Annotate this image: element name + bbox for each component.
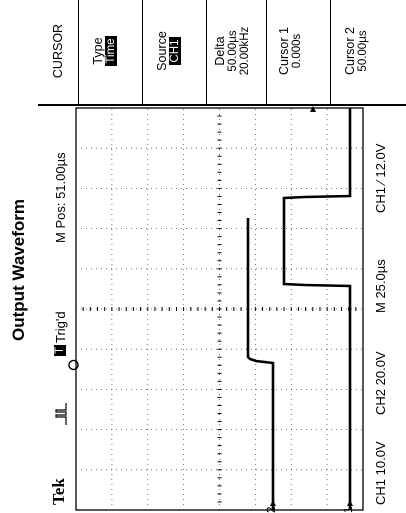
ch1-scale: CH1 10.0V <box>373 441 388 505</box>
ch1-ground-arrow <box>347 500 353 506</box>
menu-item-cursor-1[interactable]: Cursor 1 0.000s <box>277 0 303 104</box>
timebase: M 25.0µs <box>373 259 388 313</box>
trigger-position-marker <box>68 359 79 371</box>
menu-item-cursor-1-value: 0.000s <box>291 33 303 69</box>
tek-logo: Tek <box>49 478 68 505</box>
menu-item-cursor-2[interactable]: Cursor 2 50.00µs <box>343 0 369 104</box>
menu-item-type-value: Time <box>105 36 117 66</box>
trigger-readout: CH1 ∕ 12.0V <box>373 143 388 213</box>
trigger-icon <box>55 403 67 425</box>
ch1-marker: 1 <box>343 506 355 513</box>
menu-item-delta-time: 50.00µs <box>227 30 239 72</box>
menu-item-source-value: CH1 <box>169 37 181 65</box>
trigger-status-badge: T <box>54 344 66 356</box>
menu-item-delta[interactable]: Delta 50.00µs 20.00kHz <box>213 0 251 104</box>
menu-item-source-label: Source <box>155 31 169 71</box>
page-title-container: Output Waveform <box>4 170 34 370</box>
ch2-scale: CH2 20.0V <box>373 351 388 415</box>
graticule-center-ticks <box>75 107 364 511</box>
menu-item-source[interactable]: Source CH1 <box>155 0 181 104</box>
cursor-menu: CURSOR Type Time Source CH1 Delta 50.00µ… <box>38 0 406 106</box>
ch2-ground-arrow <box>270 500 276 506</box>
menu-title: CURSOR <box>51 23 65 79</box>
horizontal-position: M Pos: 51.00µs <box>53 152 68 243</box>
trigger-level-arrow <box>310 106 316 112</box>
menu-item-type-label: Type <box>91 37 105 65</box>
menu-item-cursor-1-label: Cursor 1 <box>277 27 291 75</box>
menu-item-delta-label: Delta <box>213 36 227 66</box>
ch2-trace <box>246 218 275 510</box>
scope-screen: Tek T Trig'd M Pos: 51.00µs CH1 10.0V CH… <box>38 0 406 513</box>
oscilloscope-screenshot: Tek T Trig'd M Pos: 51.00µs CH1 10.0V CH… <box>38 0 406 513</box>
ch2-marker: 2 <box>266 506 278 513</box>
menu-item-cursor-2-value: 50.00µs <box>357 30 369 72</box>
waveform-display <box>68 106 364 511</box>
ch1-trace <box>282 108 352 510</box>
page-title: Output Waveform <box>9 199 28 341</box>
menu-item-delta-frequency: 20.00kHz <box>239 26 251 76</box>
menu-item-type[interactable]: Type Time <box>91 0 117 104</box>
menu-item-cursor-2-label: Cursor 2 <box>343 27 357 75</box>
trigger-status: Trig'd <box>53 311 68 343</box>
